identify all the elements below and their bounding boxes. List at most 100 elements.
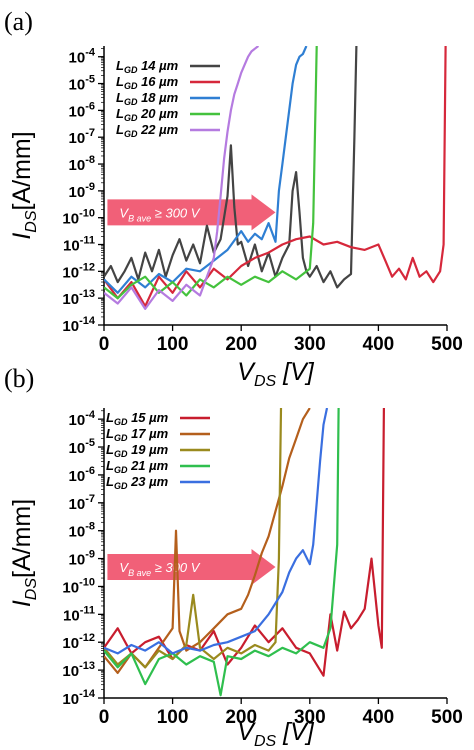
y-tick-exponent: -11 <box>80 604 95 616</box>
legend-label-rest: 20 µm <box>137 106 178 121</box>
y-tick-base: 10 <box>62 635 79 652</box>
legend-label-sub: GD <box>114 433 128 443</box>
x-axis-title-sub: DS <box>254 733 277 750</box>
y-tick-label: 10-5 <box>69 74 95 94</box>
legend-label-4: LGD 20 µm <box>116 106 179 123</box>
x-tick-label: 100 <box>157 334 189 355</box>
y-tick-label: 10-12 <box>62 261 95 281</box>
legend-label-main: L <box>106 474 114 489</box>
y-tick-base: 10 <box>69 130 86 147</box>
y-tick-label: 10-5 <box>69 437 95 457</box>
y-axis-title-main: I <box>8 600 36 607</box>
y-tick-exponent: -8 <box>85 154 95 166</box>
legend-label-main: L <box>116 106 124 121</box>
y-tick-base: 10 <box>62 691 79 708</box>
y-tick-exponent: -7 <box>85 127 95 139</box>
y-tick-label: 10-6 <box>69 465 95 485</box>
legend-label-rest: 23 µm <box>127 474 168 489</box>
legend-label-main: L <box>116 90 124 105</box>
legend-label-3: LGD 19 µm <box>106 442 169 459</box>
x-tick-label: 0 <box>99 334 110 355</box>
panel-b: (b)0 100 200 300 400 50010-1410-1310-1210-111… <box>4 364 463 750</box>
x-tick-label: 400 <box>363 707 395 728</box>
y-tick-label: 10-11 <box>63 235 95 255</box>
x-tick-label: 0 <box>99 707 110 728</box>
y-axis-title-unit: [A/mm] <box>8 499 36 578</box>
y-tick-exponent: -4 <box>85 47 96 59</box>
y-tick-label: 10-13 <box>62 660 95 680</box>
legend-label-rest: 19 µm <box>127 442 168 457</box>
y-tick-base: 10 <box>69 412 86 429</box>
y-tick-exponent: -5 <box>85 437 95 449</box>
x-axis-title-unit: [V] <box>276 358 315 386</box>
legend-label-main: L <box>116 58 124 73</box>
legend-label-main: L <box>116 74 124 89</box>
y-tick-label: 10-14 <box>62 315 95 335</box>
y-tick-base: 10 <box>62 264 79 281</box>
y-tick-label: 10-4 <box>69 47 96 67</box>
y-tick-exponent: -11 <box>80 235 95 247</box>
y-tick-exponent: -12 <box>79 261 95 273</box>
vb-arrow-label-sub: B ave <box>128 568 151 578</box>
x-tick-label: 400 <box>363 334 395 355</box>
legend-label-rest: 22 µm <box>137 122 178 137</box>
y-tick-exponent: -12 <box>79 632 95 644</box>
y-tick-exponent: -8 <box>85 521 95 533</box>
legend-label-main: L <box>106 458 114 473</box>
legend-label-sub: GD <box>114 481 128 491</box>
legend-label-2: LGD 17 µm <box>106 426 169 443</box>
x-tick-label: 500 <box>431 334 463 355</box>
legend-label-sub: GD <box>114 417 128 427</box>
y-tick-label: 10-7 <box>69 127 95 147</box>
y-tick-label: 10-4 <box>69 409 96 429</box>
x-tick-label: 100 <box>157 707 189 728</box>
panel-a: (a)0 100 200 300 400 50010-1410-1310-1210-111… <box>4 7 463 390</box>
legend-label-rest: 15 µm <box>127 410 168 425</box>
y-tick-label: 10-11 <box>63 604 95 624</box>
panel-letter: (a) <box>4 7 33 36</box>
legend-label-rest: 14 µm <box>137 58 178 73</box>
legend-label-sub: GD <box>114 465 128 475</box>
y-tick-label: 10-13 <box>62 288 95 308</box>
y-tick-label: 10-10 <box>62 576 95 596</box>
y-tick-label: 10-9 <box>69 181 95 201</box>
legend-label-main: L <box>106 410 114 425</box>
legend-label-2: LGD 16 µm <box>116 74 179 91</box>
y-tick-base: 10 <box>63 238 80 255</box>
legend-label-sub: GD <box>124 81 138 91</box>
legend-label-main: L <box>106 442 114 457</box>
legend-label-sub: GD <box>124 65 138 75</box>
legend-label-sub: GD <box>124 113 138 123</box>
y-axis-title-unit: [A/mm] <box>8 131 36 210</box>
legend-label-5: LGD 23 µm <box>106 474 169 491</box>
y-tick-base: 10 <box>69 496 86 513</box>
legend-label-1: LGD 14 µm <box>116 58 179 75</box>
x-tick-label: 300 <box>294 334 326 355</box>
legend-label-3: LGD 18 µm <box>116 90 179 107</box>
legend-label-sub: GD <box>114 449 128 459</box>
y-tick-base: 10 <box>69 468 86 485</box>
y-tick-exponent: -13 <box>79 660 95 672</box>
y-tick-exponent: -13 <box>79 288 95 300</box>
y-tick-base: 10 <box>69 552 86 569</box>
y-tick-base: 10 <box>69 157 86 174</box>
y-tick-exponent: -10 <box>79 208 95 220</box>
y-tick-exponent: -5 <box>85 74 95 86</box>
y-axis-title: IDS[A/mm] <box>8 499 40 607</box>
y-axis-title-sub: DS <box>23 210 40 233</box>
y-tick-base: 10 <box>69 50 86 67</box>
y-tick-label: 10-12 <box>62 632 95 652</box>
legend-label-sub: GD <box>124 129 138 139</box>
y-tick-exponent: -9 <box>85 549 95 561</box>
legend-label-4: LGD 21 µm <box>106 458 169 475</box>
y-tick-base: 10 <box>69 103 86 120</box>
y-tick-base: 10 <box>62 211 79 228</box>
legend-label-main: L <box>106 426 114 441</box>
y-tick-label: 10-6 <box>69 100 95 120</box>
legend-label-rest: 18 µm <box>137 90 178 105</box>
y-tick-base: 10 <box>69 184 86 201</box>
legend-label-rest: 17 µm <box>127 426 168 441</box>
x-axis-title-unit: [V] <box>276 718 315 746</box>
y-tick-exponent: -14 <box>79 688 96 700</box>
